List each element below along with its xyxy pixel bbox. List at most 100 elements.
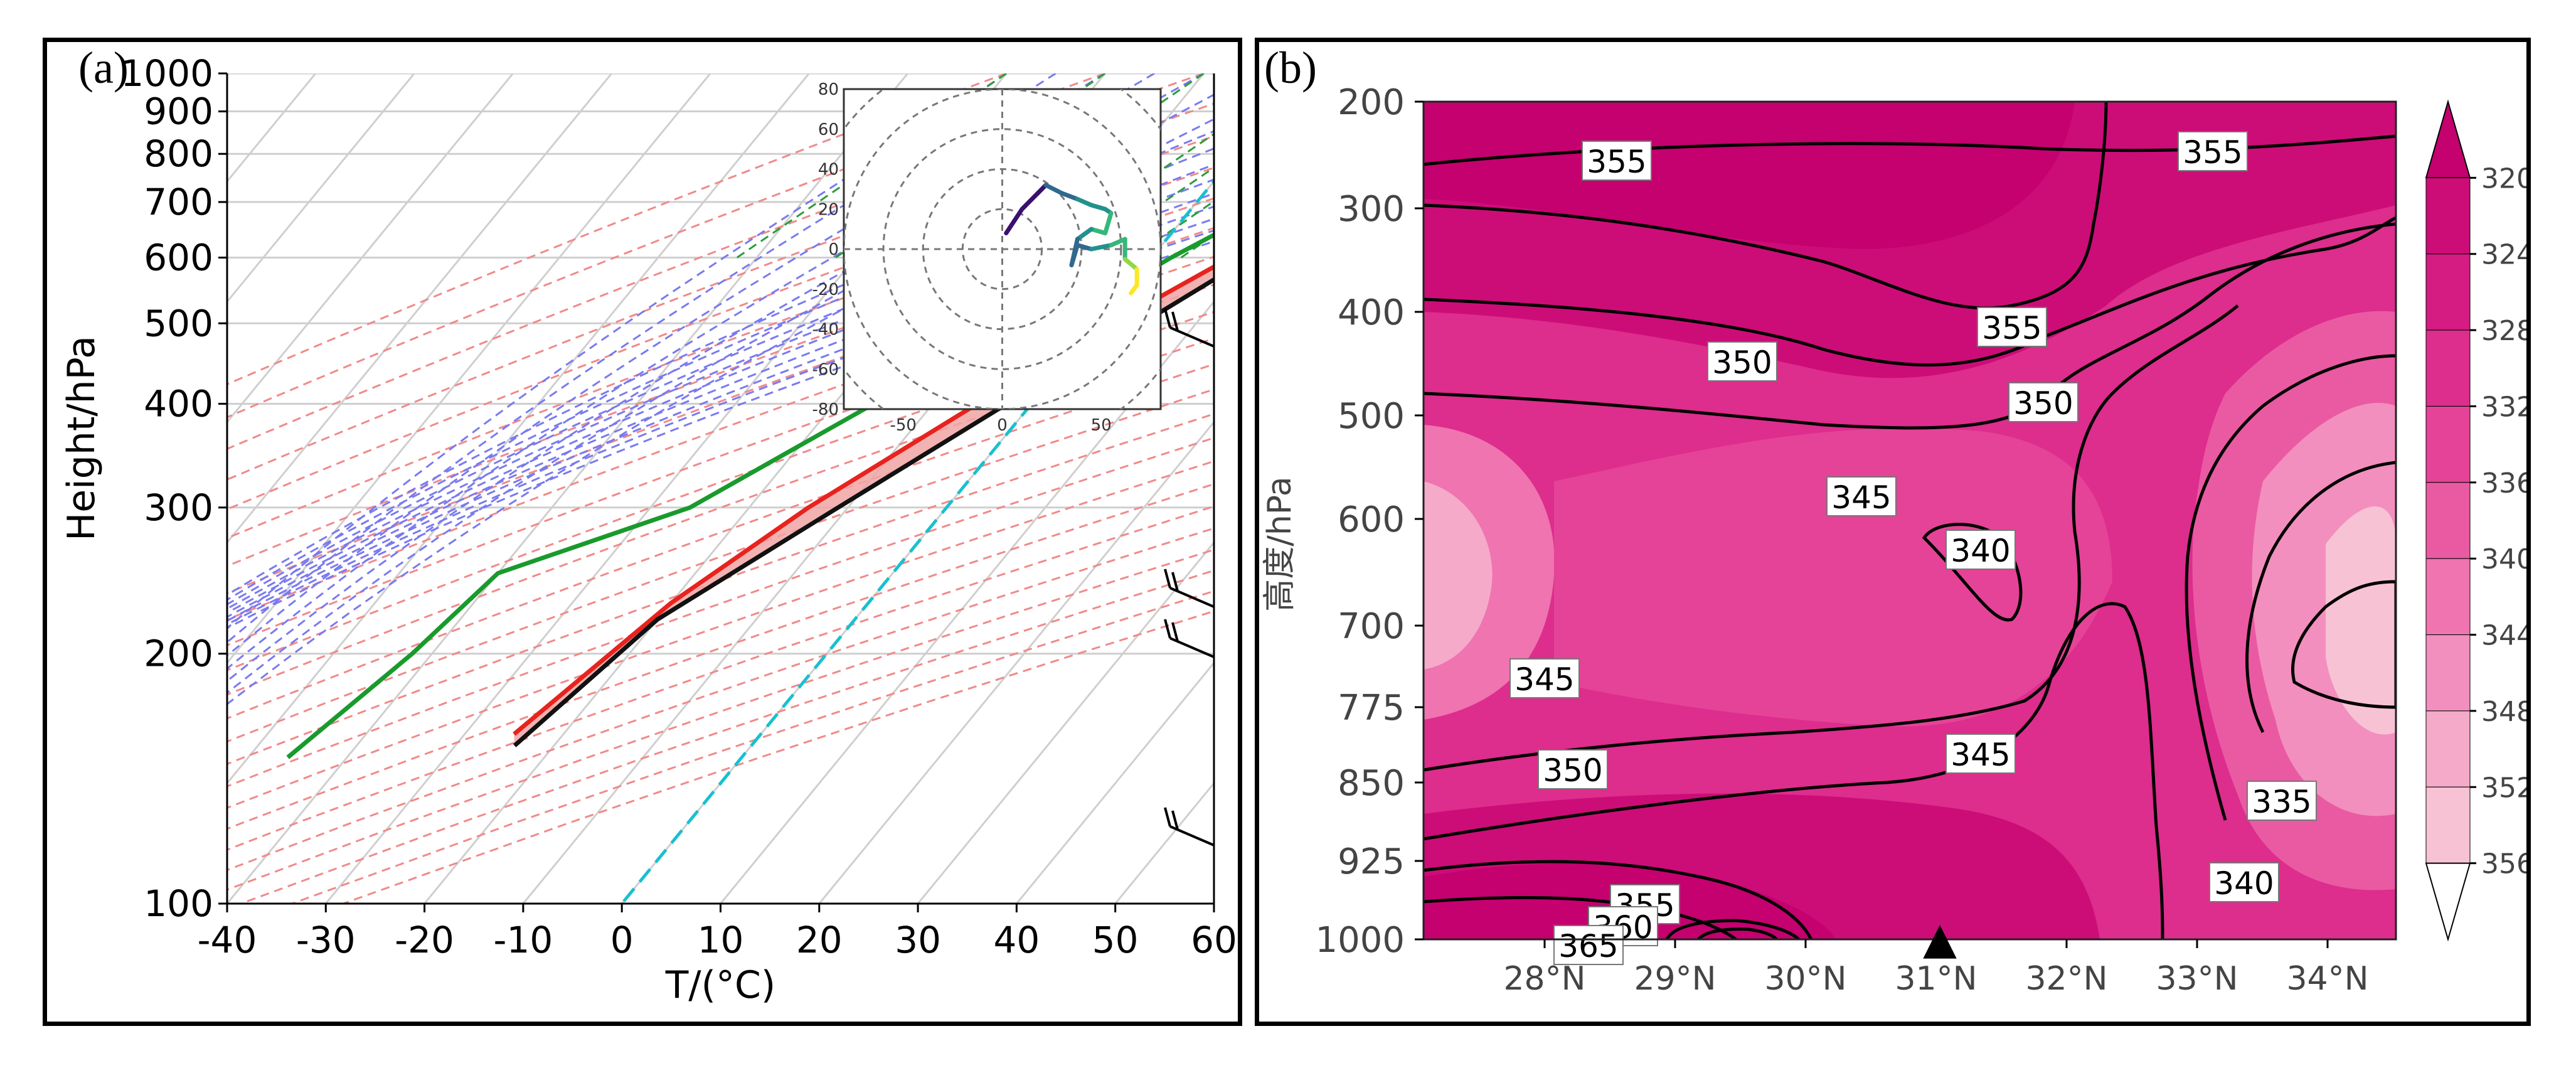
contour-line xyxy=(1424,602,2164,939)
contour-line xyxy=(1922,523,2023,622)
colorbar-segment xyxy=(2425,482,2471,559)
hodograph-y-tick: 20 xyxy=(818,200,839,219)
hodograph-segment xyxy=(1089,227,1108,235)
y-tick-label: 850 xyxy=(1338,763,1405,804)
contour-label-box xyxy=(1582,141,1652,181)
contour-line xyxy=(1424,134,2396,166)
isotherm-gridline xyxy=(227,73,514,424)
hodograph-segment xyxy=(1122,257,1139,272)
contour-label-box xyxy=(1509,658,1580,698)
y-tick-label: 700 xyxy=(144,181,213,223)
isotherm-gridline xyxy=(917,541,1214,904)
wind-barb-feather xyxy=(1164,569,1171,589)
panel-b-cross-section: (b) 355 355 355 350 350 345 340 345 345 350 335 340… xyxy=(1255,38,2534,1026)
contour-label-box xyxy=(1553,925,1624,965)
x-tick-label: 31°N xyxy=(1895,960,1977,998)
y-tick-label: 1000 xyxy=(120,52,213,95)
colorbar-tick-label: 320 xyxy=(2481,163,2526,195)
colorbar-segment xyxy=(2425,634,2471,712)
x-tick-label: 33°N xyxy=(2156,960,2238,998)
y-tick-label: 300 xyxy=(144,486,213,529)
x-tick-label: 30°N xyxy=(1764,960,1846,998)
region-highest xyxy=(1424,102,2075,249)
dry-adiabat xyxy=(227,73,1106,419)
contour-label-box xyxy=(1945,734,2016,774)
hodograph-y-tick: -80 xyxy=(812,400,839,419)
region-middle xyxy=(1554,428,2112,727)
y-tick-label: 600 xyxy=(144,237,213,279)
isotherm-gridline xyxy=(1016,661,1214,904)
wind-barb-feather xyxy=(1171,810,1179,830)
contour-line xyxy=(1665,919,1800,939)
contour-line xyxy=(1424,102,2108,310)
contour-label: 365 xyxy=(1558,928,1618,964)
y-tick-label: 300 xyxy=(1338,189,1405,230)
dry-adiabat xyxy=(227,437,1214,788)
moist-adiabat xyxy=(227,93,1214,694)
moist-adiabat xyxy=(227,73,1106,657)
colorbar-tick-label: 340 xyxy=(2481,543,2526,575)
colorbar-tick-label: 352 xyxy=(2481,772,2526,804)
isotherm-gridline xyxy=(720,300,1214,904)
colorbar-tick-label: 328 xyxy=(2481,315,2526,347)
dry-adiabat xyxy=(227,73,1007,386)
contour-label: 350 xyxy=(1543,752,1602,789)
hodograph-segment xyxy=(1069,243,1080,267)
y-tick-label: 200 xyxy=(144,633,213,675)
colorbar-tick-label: 324 xyxy=(2481,239,2526,271)
moist-adiabat xyxy=(227,73,1056,644)
contour-line xyxy=(1424,860,1813,939)
hodograph-segment xyxy=(1109,237,1127,248)
hodograph-segment xyxy=(1075,243,1094,252)
mixing-ratio-line xyxy=(1230,73,1238,258)
hodograph-segment xyxy=(1004,206,1025,235)
colorbar-tick-label: 336 xyxy=(2481,467,2526,499)
mixing-ratio-line xyxy=(1032,132,1214,259)
colorbar-segment xyxy=(2425,405,2471,483)
x-tick-label: 34°N xyxy=(2286,960,2368,998)
cross-section-chart: 355 3553553503503453403453453503353403553… xyxy=(1261,82,2534,998)
contour-label: 345 xyxy=(1514,661,1574,698)
y-tick-label: 100 xyxy=(144,882,213,925)
x-tick-label: 28°N xyxy=(1503,960,1585,998)
isotherm-gridline xyxy=(227,73,909,904)
hodograph-x-tick: -50 xyxy=(890,416,916,435)
colorbar-tick-label: 332 xyxy=(2481,391,2526,423)
x-tick-label: -40 xyxy=(198,919,257,961)
wind-barb-feather xyxy=(1171,622,1179,642)
hodograph-segment xyxy=(1129,282,1139,296)
hodograph-y-tick: -20 xyxy=(812,280,839,299)
dry-adiabat xyxy=(227,388,1214,743)
contour-line xyxy=(1424,216,2396,367)
hodograph-y-tick: 80 xyxy=(818,80,839,99)
contour-line xyxy=(2245,461,2396,734)
contour-label-box xyxy=(1945,530,2016,570)
hodograph-segment xyxy=(1075,227,1094,242)
y-tick-label: 500 xyxy=(1338,396,1405,437)
y-tick-label: 600 xyxy=(1338,499,1405,540)
x-tick-label: 32°N xyxy=(2025,960,2107,998)
y-tick-label: 800 xyxy=(144,132,213,175)
y-tick-label: 500 xyxy=(144,302,213,344)
x-tick-label: -20 xyxy=(395,919,454,961)
colorbar-tick-label: 344 xyxy=(2481,620,2526,652)
freezing-isotherm xyxy=(620,179,1214,904)
isotherm-gridline xyxy=(1213,902,1214,904)
contour-label-box xyxy=(1707,341,1777,382)
hodograph-segment xyxy=(1043,183,1064,196)
skewt-chart: -40 -30 -20 -10 0 10 20 30 40 50 60100200300400500… xyxy=(60,52,1238,1007)
dry-adiabat xyxy=(227,413,1214,766)
series-temperature xyxy=(513,264,1214,736)
dry-adiabat xyxy=(227,363,1214,720)
wind-barb-feather xyxy=(1171,311,1179,331)
contour-label-box xyxy=(1826,476,1897,516)
isotherm-gridline xyxy=(227,73,613,544)
moist-adiabat xyxy=(227,130,1214,596)
hodograph-y-tick: 40 xyxy=(818,161,839,179)
contour-label-box xyxy=(1977,307,2047,347)
contour-label: 345 xyxy=(1951,737,2010,773)
hodograph-segment xyxy=(1089,203,1108,211)
panel-label-b: (b) xyxy=(1264,43,1317,93)
region-left-lowest xyxy=(1424,481,1493,670)
wind-barb-feather xyxy=(1164,619,1171,639)
